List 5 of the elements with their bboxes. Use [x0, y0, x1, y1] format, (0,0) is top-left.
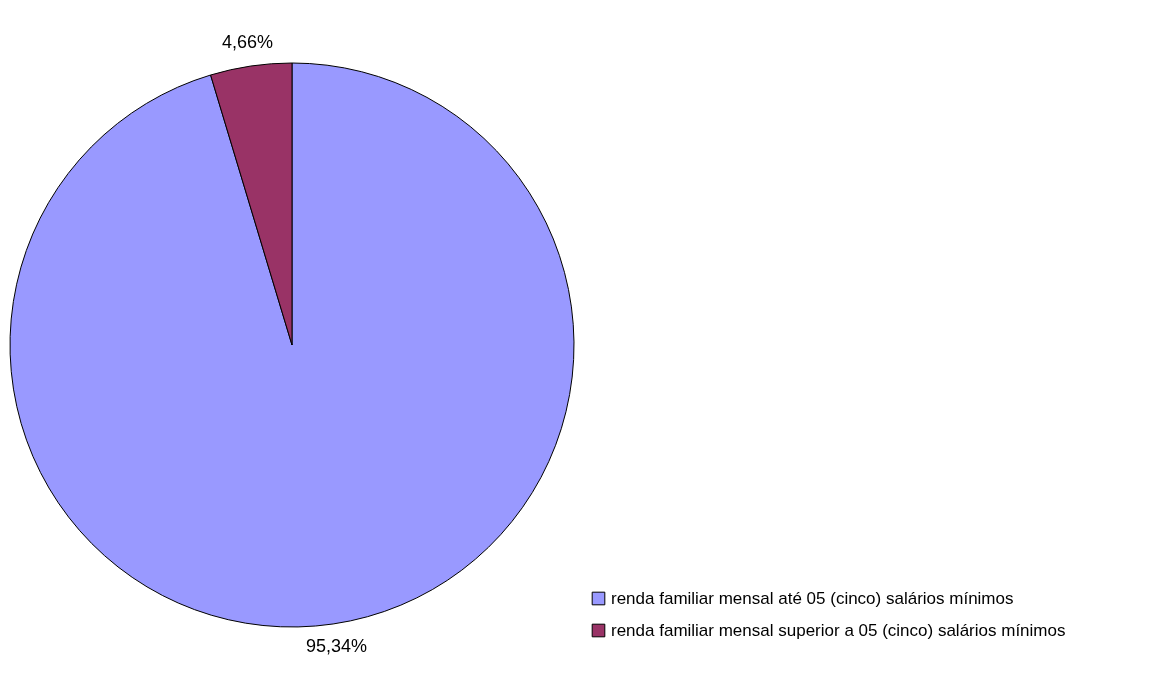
legend-label: renda familiar mensal superior a 05 (cinco) salários mínimos: [611, 620, 1066, 640]
pie-slice: [9, 62, 575, 628]
data-label: 4,66%: [221, 32, 274, 53]
data-label: 95,34%: [305, 635, 368, 656]
legend-label: renda familiar mensal até 05 (cinco) salários mínimos: [611, 588, 1014, 608]
